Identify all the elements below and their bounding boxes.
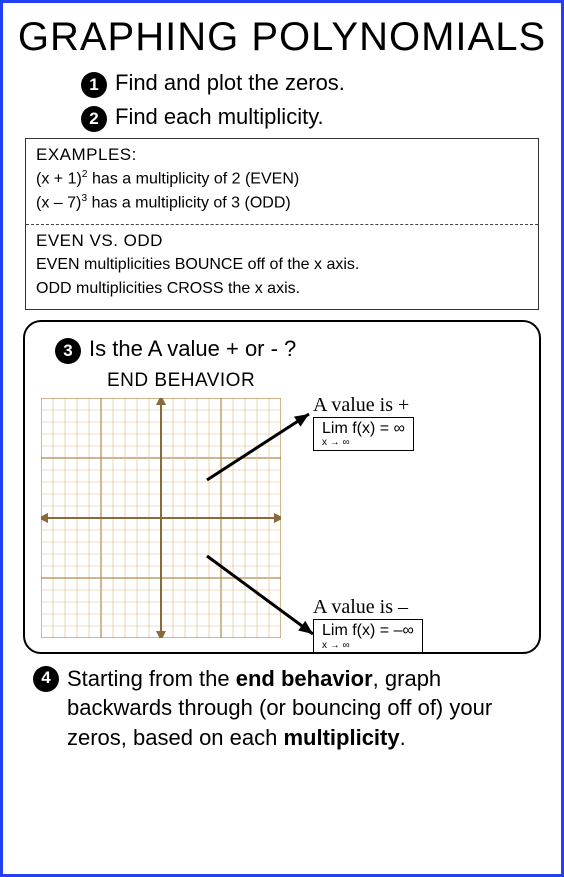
page-title: GRAPHING POLYNOMIALS: [17, 15, 547, 60]
lim-plus-sub: x → ∞: [322, 437, 405, 448]
step-3-num: 3: [55, 338, 81, 364]
step-2-num: 2: [81, 106, 107, 132]
a-minus-block: A value is – Lim f(x) = –∞ x → ∞: [313, 596, 423, 654]
step-4-num: 4: [33, 666, 59, 692]
step-1-num: 1: [81, 72, 107, 98]
end-behavior-box: 3 Is the A value + or - ? END BEHAVIOR A…: [23, 320, 541, 654]
a-plus-label: A value is +: [313, 394, 414, 417]
lim-plus-main: Lim f(x) = ∞: [322, 420, 405, 437]
annotations: A value is + Lim f(x) = ∞ x → ∞ A value …: [289, 398, 527, 638]
a-minus-label: A value is –: [313, 596, 423, 619]
example-line-1: (x + 1)2 has a multiplicity of 2 (EVEN): [36, 167, 528, 191]
example-line-2: (x – 7)3 has a multiplicity of 3 (ODD): [36, 191, 528, 215]
lim-minus-sub: x → ∞: [322, 640, 414, 651]
lim-minus-box: Lim f(x) = –∞ x → ∞: [313, 619, 423, 654]
even-odd-heading: EVEN VS. ODD: [36, 231, 528, 251]
coordinate-grid: [41, 398, 281, 638]
step-1-text: Find and plot the zeros.: [115, 70, 345, 96]
step-3: 3 Is the A value + or - ?: [55, 336, 527, 364]
step-1: 1 Find and plot the zeros.: [81, 70, 547, 98]
step-4: 4 Starting from the end behavior, graph …: [33, 664, 531, 753]
chart-row: A value is + Lim f(x) = ∞ x → ∞ A value …: [37, 398, 527, 638]
examples-heading: EXAMPLES:: [36, 145, 528, 165]
step-4-text: Starting from the end behavior, graph ba…: [67, 664, 531, 753]
end-behavior-title: END BEHAVIOR: [107, 370, 527, 392]
a-plus-block: A value is + Lim f(x) = ∞ x → ∞: [313, 394, 414, 452]
even-odd-section: EVEN VS. ODD EVEN multiplicities BOUNCE …: [26, 224, 538, 309]
odd-line: ODD multiplicities CROSS the x axis.: [36, 277, 528, 301]
lim-plus-box: Lim f(x) = ∞ x → ∞: [313, 417, 414, 452]
step-2-text: Find each multiplicity.: [115, 104, 324, 130]
examples-box: EXAMPLES: (x + 1)2 has a multiplicity of…: [25, 138, 539, 310]
even-line: EVEN multiplicities BOUNCE off of the x …: [36, 253, 528, 277]
step-3-text: Is the A value + or - ?: [89, 336, 296, 362]
step-2: 2 Find each multiplicity.: [81, 104, 547, 132]
arrows-svg: [41, 398, 331, 648]
examples-section: EXAMPLES: (x + 1)2 has a multiplicity of…: [26, 139, 538, 224]
lim-minus-main: Lim f(x) = –∞: [322, 622, 414, 639]
